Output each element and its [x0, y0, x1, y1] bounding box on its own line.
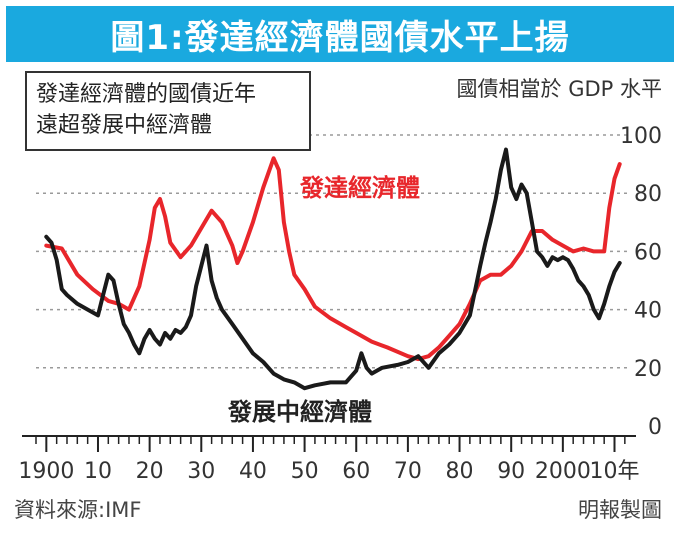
x-tick-label: 50	[291, 459, 319, 484]
chart-title: 圖1:發達經濟體國債水平上揚	[110, 17, 570, 58]
y-axis-label: 國債相當於 GDP 水平	[457, 77, 662, 101]
series-label-developing: 發展中經濟體	[227, 398, 372, 426]
series-developing-line	[44, 147, 622, 391]
x-tick-label: 10	[84, 459, 112, 484]
note-box	[25, 71, 311, 151]
series-developed-line	[44, 156, 622, 362]
series-label-developed: 發達經濟體	[299, 174, 420, 202]
title-bar: 圖1:發達經濟體國債水平上揚	[6, 6, 674, 62]
x-tick-label: 40	[239, 459, 267, 484]
y-tick-label: 40	[634, 299, 662, 324]
y-tick-label: 60	[634, 240, 662, 265]
x-tick-label: 90	[497, 459, 525, 484]
y-tick-label: 100	[620, 124, 662, 149]
x-tick-label: 70	[394, 459, 422, 484]
y-tick-label: 80	[634, 182, 662, 207]
x-tick-label: 30	[187, 459, 215, 484]
y-tick-label: 20	[634, 357, 662, 382]
source-note: 資料來源:IMF	[14, 498, 141, 522]
note-line: 發達經濟體的國債近年	[36, 82, 256, 107]
x-tick-label: 60	[342, 459, 370, 484]
x-tick-label: 80	[446, 459, 474, 484]
x-tick-label: 10年	[590, 459, 640, 484]
x-tick-label: 20	[136, 459, 164, 484]
x-tick-label: 2000	[535, 459, 591, 484]
credit-note: 明報製圖	[578, 498, 662, 522]
note-line: 遠超發展中經濟體	[36, 113, 212, 138]
y-tick-label: 0	[648, 415, 662, 440]
x-tick-label: 1900	[18, 459, 74, 484]
